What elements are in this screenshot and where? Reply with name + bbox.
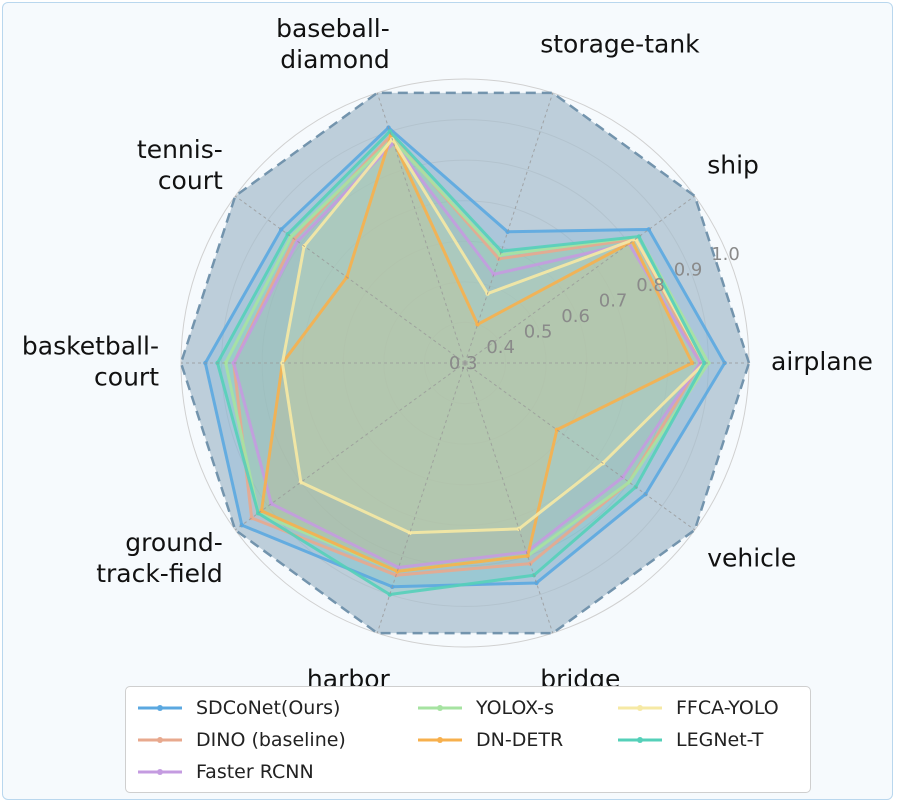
data-point: [702, 360, 707, 366]
legend-swatch: [138, 769, 182, 775]
legend-swatch: [618, 705, 662, 711]
legend-marker: [157, 737, 163, 743]
legend-item: FFCA-YOLO: [616, 695, 779, 721]
category-label: airplane: [771, 347, 873, 376]
legend-swatch: [618, 737, 662, 743]
series-fill: [261, 135, 693, 572]
legend-swatch: [138, 705, 182, 711]
legend-label: LEGNet-T: [676, 729, 764, 751]
category-label-line: airplane: [771, 347, 873, 376]
category-label: vehicle: [707, 543, 796, 572]
axis-spoke: [234, 195, 466, 364]
legend-label: SDCoNet(Ours): [196, 697, 341, 719]
radial-tick-label: 0.4: [486, 337, 515, 358]
data-point: [491, 272, 497, 277]
series-layer: [203, 125, 727, 597]
radial-tick-label: 0.6: [561, 306, 590, 327]
legend-item: Faster RCNN: [136, 759, 314, 785]
data-point: [499, 248, 504, 254]
legend-label: YOLOX-s: [476, 697, 554, 719]
legend-marker: [637, 737, 643, 743]
category-label-line: storage-tank: [540, 29, 700, 58]
axis-spoke: [464, 92, 554, 364]
legend-item: DN-DETR: [416, 727, 563, 753]
legend-item: DINO (baseline): [136, 727, 346, 753]
axis-spoke: [376, 362, 466, 634]
axis-spoke: [376, 92, 466, 364]
data-point: [387, 592, 392, 597]
data-point: [223, 360, 228, 366]
legend-marker: [157, 705, 163, 711]
category-label-line: basketball-: [22, 332, 159, 361]
series-fill: [282, 139, 705, 533]
radial-tick-label: 0.3: [449, 353, 478, 374]
data-point: [395, 569, 400, 574]
legend-swatch: [138, 737, 182, 743]
radial-tick-label: 0.7: [599, 291, 628, 312]
data-point: [407, 530, 413, 535]
legend-swatch: [418, 737, 462, 743]
legend-marker: [437, 737, 443, 743]
legend-label: FFCA-YOLO: [676, 697, 779, 719]
radial-tick-label: 0.9: [674, 260, 703, 281]
spoke-layer: [181, 92, 749, 634]
category-label: ship: [707, 151, 759, 180]
axis-spoke: [234, 362, 466, 531]
data-point: [387, 129, 392, 134]
category-label-line: baseball-: [276, 14, 390, 43]
legend-marker: [157, 769, 163, 775]
data-point: [497, 252, 503, 258]
legend: SDCoNet(Ours) DINO (baseline) Faster RCNN Y…: [125, 686, 811, 793]
data-point: [505, 229, 510, 235]
legend-label: DN-DETR: [476, 729, 564, 751]
axis-spoke: [464, 362, 554, 634]
data-point: [475, 322, 480, 327]
legend-item: YOLOX-s: [416, 695, 554, 721]
category-label-line: track-field: [96, 559, 223, 588]
data-point: [534, 580, 539, 586]
category-label-line: court: [158, 166, 223, 195]
category-label: tennis-court: [137, 135, 223, 195]
radial-tick-labels: 0.3 0.4 0.5 0.6 0.7 0.8 0.9 1.0: [449, 244, 740, 374]
category-label-line: ship: [707, 151, 759, 180]
category-label: storage-tank: [540, 29, 700, 58]
radial-tick-label: 0.8: [636, 275, 665, 296]
axis-spoke: [464, 195, 696, 364]
legend-marker: [637, 705, 643, 711]
category-label-line: tennis-: [137, 135, 223, 164]
category-label-line: vehicle: [707, 543, 796, 572]
data-point: [525, 553, 530, 559]
legend-label: Faster RCNN: [196, 761, 314, 783]
legend-label: DINO (baseline): [196, 729, 346, 751]
legend-marker: [437, 705, 443, 711]
legend-swatch: [418, 705, 462, 711]
category-label: baseball-diamond: [276, 14, 390, 74]
category-label-line: ground-: [125, 528, 222, 557]
data-point: [231, 360, 236, 366]
category-label-line: court: [94, 363, 159, 392]
data-point: [690, 360, 695, 366]
category-label-line: diamond: [280, 45, 390, 74]
data-point: [396, 565, 401, 570]
radial-tick-label: 1.0: [711, 244, 740, 265]
legend-item: LEGNet-T: [616, 727, 763, 753]
legend-item: SDCoNet(Ours): [136, 695, 340, 721]
radial-tick-label: 0.5: [524, 322, 553, 343]
category-label: basketball-court: [22, 332, 159, 392]
category-labels: airplane ship storage-tank baseball-diamond…: [22, 14, 873, 694]
axis-spoke: [464, 362, 696, 531]
category-label: ground-track-field: [96, 528, 223, 588]
data-point: [706, 360, 711, 366]
